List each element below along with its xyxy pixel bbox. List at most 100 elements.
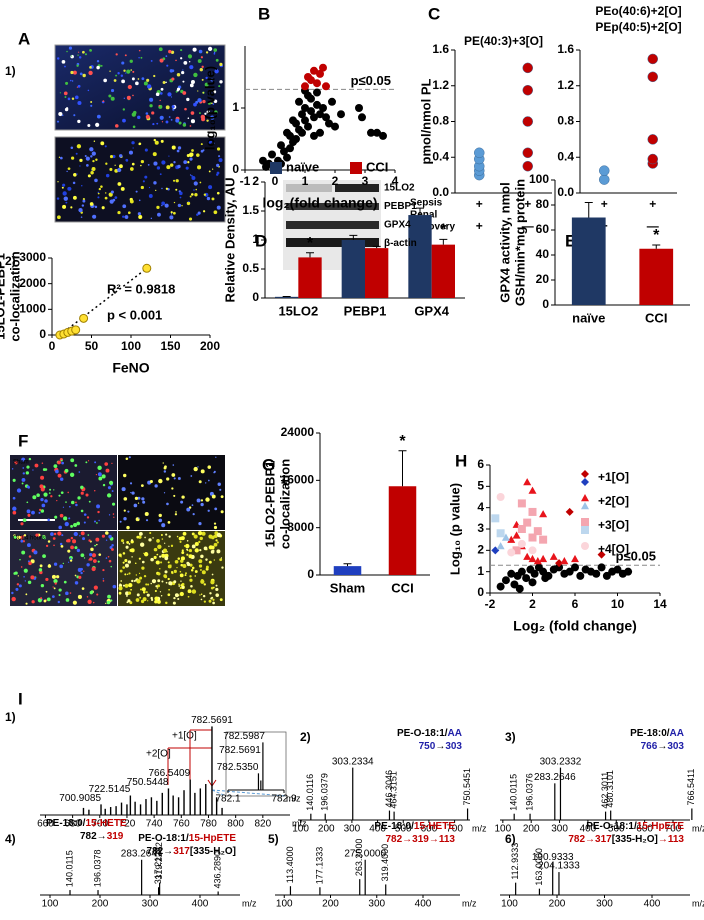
speckle [57,460,61,465]
speckle [187,595,190,598]
speckle [194,575,197,577]
peak-label: 782.5691 [191,715,233,726]
speckle [178,121,182,125]
speckle [205,76,208,80]
speckle [199,569,202,571]
peak-label: 177.1333 [314,847,324,885]
y-tick-label: 0 [252,290,259,304]
speckle [63,580,67,584]
speckle [150,59,153,62]
speckle [38,511,41,514]
speckle [57,473,62,478]
speckle [141,560,145,564]
speckle [196,153,200,157]
speckle [30,559,35,564]
speckle [101,534,106,538]
speckle [218,85,221,88]
peak-label: 480.3101 [605,770,615,808]
peak-label: 446.3046 [384,770,394,808]
speckle [98,476,103,481]
point [555,563,564,572]
speckle [77,119,81,124]
speckle [74,581,79,585]
speckle [26,465,30,469]
blot-label: PEBP1 [384,201,417,212]
speckle [217,482,221,486]
point [512,546,521,555]
point [517,539,526,548]
x-tick-label: 800 [227,819,244,830]
subpanel-label: 1) [5,64,16,78]
speckle [65,81,69,85]
y-tick-label: 1.5 [242,203,259,217]
point [316,69,324,78]
peak-label: 782.5987 [223,731,265,742]
speckle [179,191,183,196]
peak-label: 163.0000 [534,848,544,886]
speckle [94,178,98,183]
speckle [171,570,174,574]
speckle [22,472,25,475]
speckle [161,523,166,528]
title-part: →113 [658,834,685,845]
title-part: AA [670,728,684,739]
peak-label: 700.9085 [59,793,101,804]
speckle [170,96,173,98]
point [319,104,327,112]
point [528,578,537,587]
speckle [137,78,140,80]
speckle [218,155,221,158]
speckle [180,563,184,567]
speckle [193,72,198,78]
speckle [180,57,183,60]
speckle [194,541,199,547]
y-tick-label: 2 [477,543,484,557]
speckle [86,596,89,598]
annotation: +2[O] [146,749,171,760]
y-tick-label: 1 [252,232,259,246]
speckle [148,194,153,198]
speckle [158,513,162,518]
x-tick-label: 300 [551,824,568,835]
point [71,325,81,335]
x-tick-label: 400 [415,899,432,910]
title-part: PE-O-18:1/ [397,728,448,739]
title-part: 15-HETE [414,821,455,832]
speckle [172,108,175,111]
speckle [171,145,176,150]
speckle [21,457,26,462]
error-bar [584,202,593,218]
point [298,128,306,137]
peak-label: 319.4000 [380,844,390,882]
subpanel-label: 3) [505,730,516,744]
speckle [202,210,206,213]
speckle [90,547,94,552]
speckle [200,469,205,474]
speckle [189,125,192,127]
y-tick-label: 8000 [287,520,314,534]
speckle [200,149,204,153]
speckle [128,582,133,588]
speckle [144,148,148,152]
speckle [90,590,93,593]
title-part: 15-HpETE [637,821,685,832]
x-tick-label: 700 [91,819,108,830]
legend-label: +1[O] [598,470,629,484]
speckle [212,103,215,105]
speckle [123,509,126,512]
speckle [123,516,127,521]
speckle [119,520,122,523]
speckle [141,497,145,501]
speckle [175,118,180,123]
speckle [164,575,168,579]
x-tick-label: 0 [272,174,279,188]
speckle [139,596,142,599]
speckle [216,163,220,168]
speckle [168,49,172,54]
speckle [189,195,192,198]
condition-sign: + [601,197,608,211]
speckle [158,104,161,107]
point [528,546,537,555]
speckle [131,491,135,495]
speckle [160,561,163,564]
